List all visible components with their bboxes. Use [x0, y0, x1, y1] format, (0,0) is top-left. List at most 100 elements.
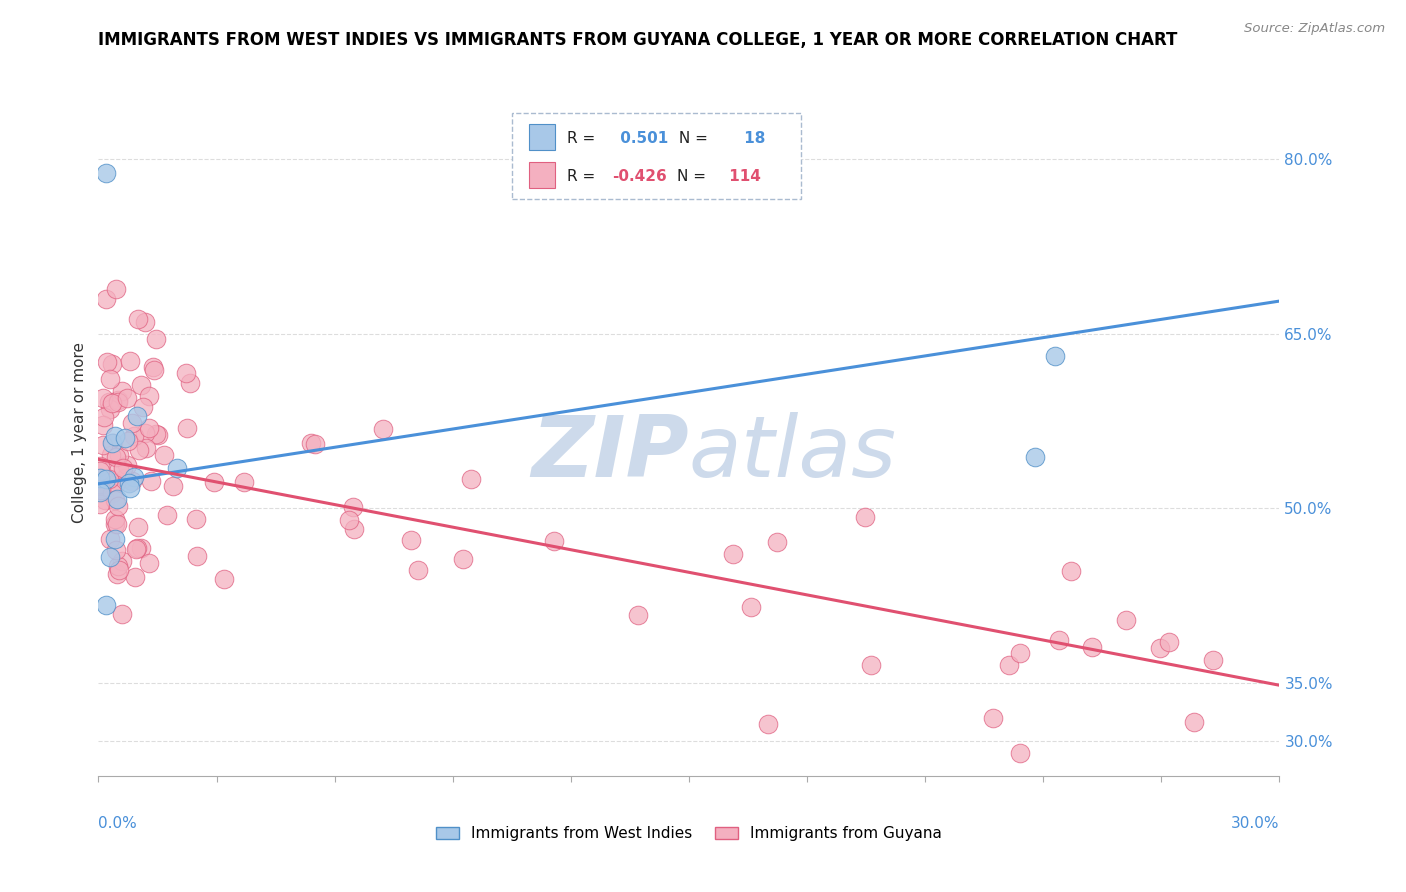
Point	[98, 402, 121, 417]
Text: 30.0%: 30.0%	[1232, 816, 1279, 831]
Point	[304, 437, 326, 451]
Point	[373, 421, 395, 435]
Point	[124, 570, 146, 584]
Point	[107, 392, 129, 407]
Point	[114, 471, 136, 485]
Point	[1115, 613, 1137, 627]
Point	[153, 449, 176, 463]
Text: 0.501: 0.501	[614, 131, 668, 146]
Text: N =: N =	[673, 131, 713, 146]
Point	[89, 497, 111, 511]
Point	[98, 372, 121, 386]
Text: atlas: atlas	[689, 412, 897, 495]
Point	[111, 461, 134, 475]
Text: IMMIGRANTS FROM WEST INDIES VS IMMIGRANTS FROM GUYANA COLLEGE, 1 YEAR OR MORE CO: IMMIGRANTS FROM WEST INDIES VS IMMIGRANT…	[98, 31, 1178, 49]
Text: -0.426: -0.426	[612, 169, 666, 185]
Point	[89, 464, 111, 478]
Point	[97, 395, 120, 409]
Point	[1060, 565, 1083, 579]
Point	[129, 541, 152, 555]
Point	[121, 416, 143, 430]
Point	[91, 391, 114, 405]
Point	[451, 552, 474, 566]
Point	[859, 657, 882, 672]
Point	[114, 431, 136, 445]
Point	[853, 510, 876, 524]
Point	[1008, 646, 1031, 660]
Point	[186, 511, 208, 525]
Y-axis label: College, 1 year or more: College, 1 year or more	[72, 343, 87, 523]
Point	[142, 359, 165, 374]
Point	[100, 486, 122, 500]
Point	[100, 449, 122, 463]
Point	[756, 716, 779, 731]
Point	[111, 384, 134, 399]
Point	[141, 475, 163, 489]
Point	[104, 516, 127, 531]
Text: 114: 114	[724, 169, 761, 185]
Point	[121, 474, 143, 488]
Point	[101, 357, 124, 371]
Point	[166, 461, 188, 475]
Point	[107, 448, 129, 462]
Point	[89, 477, 111, 491]
Point	[145, 426, 167, 441]
Point	[108, 462, 131, 476]
Point	[129, 378, 152, 392]
Point	[105, 491, 128, 506]
Point	[162, 479, 184, 493]
Point	[117, 434, 139, 448]
Point	[406, 563, 429, 577]
Point	[299, 436, 322, 450]
Point	[127, 541, 149, 555]
Point	[111, 607, 134, 621]
Point	[93, 438, 115, 452]
Point	[122, 470, 145, 484]
Point	[142, 362, 165, 376]
Point	[1159, 635, 1181, 649]
Point	[740, 599, 762, 614]
Point	[104, 282, 127, 296]
Point	[97, 472, 120, 486]
Point	[145, 333, 167, 347]
Point	[138, 389, 160, 403]
Point	[134, 315, 156, 329]
Point	[90, 481, 112, 495]
Point	[89, 459, 111, 474]
Point	[115, 458, 138, 472]
Point	[997, 658, 1019, 673]
Point	[232, 475, 254, 489]
Point	[118, 476, 141, 491]
Point	[125, 542, 148, 557]
Point	[122, 429, 145, 443]
Point	[1081, 640, 1104, 654]
Point	[104, 476, 127, 491]
Point	[146, 428, 169, 442]
Point	[1149, 641, 1171, 656]
Point	[91, 417, 114, 432]
Point	[90, 483, 112, 497]
Point	[174, 366, 197, 380]
Point	[212, 572, 235, 586]
Point	[98, 550, 121, 565]
Point	[202, 475, 225, 490]
Point	[337, 513, 360, 527]
Point	[104, 511, 127, 525]
Point	[399, 533, 422, 547]
Point	[128, 442, 150, 457]
Point	[127, 312, 149, 326]
Point	[101, 436, 124, 450]
FancyBboxPatch shape	[512, 113, 801, 199]
Point	[104, 533, 127, 547]
Text: N =: N =	[678, 169, 711, 185]
Point	[134, 425, 156, 440]
Point	[766, 535, 789, 549]
Point	[89, 484, 111, 499]
Point	[94, 472, 117, 486]
FancyBboxPatch shape	[530, 161, 555, 187]
Point	[127, 520, 149, 534]
Point	[101, 435, 124, 450]
Point	[107, 558, 129, 573]
Point	[93, 410, 115, 425]
Point	[107, 395, 129, 409]
